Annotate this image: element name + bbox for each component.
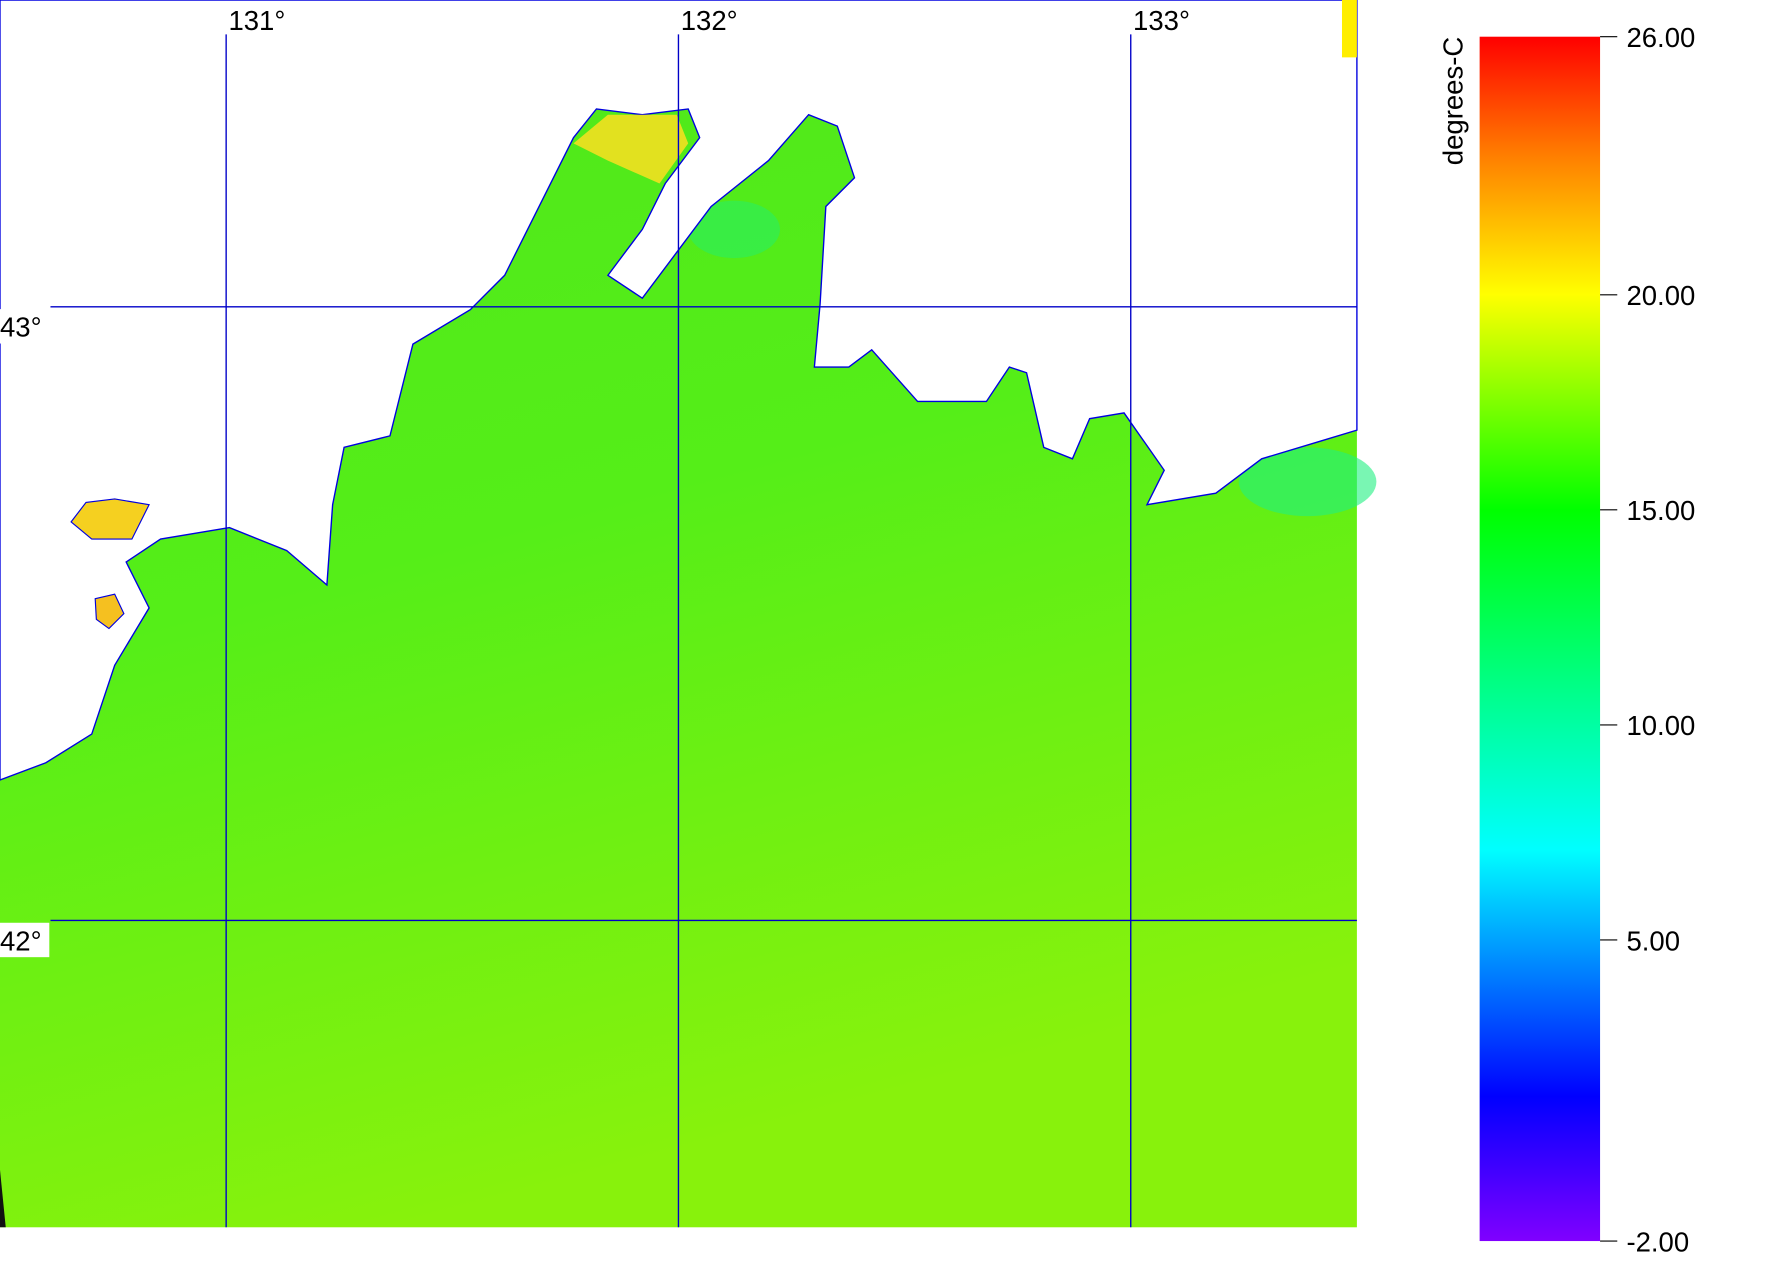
latitude-label-bg (0, 309, 50, 344)
colorbar-tick-label: 26.00 (1626, 22, 1695, 53)
colorbar-tick-label: 20.00 (1626, 280, 1695, 311)
longitude-label: 133° (1133, 5, 1190, 36)
longitude-label: 131° (228, 5, 285, 36)
colorbar-tick-label: 10.00 (1626, 710, 1695, 741)
warm-lagoon (70, 498, 150, 540)
warm-bay (573, 114, 689, 184)
colorbar-tick-label: 5.00 (1626, 925, 1680, 956)
colorbar-tick-label: 15.00 (1626, 495, 1695, 526)
warm-lagoon (94, 593, 125, 630)
longitude-label: 132° (681, 5, 738, 36)
map: 131° 132° 133° 43° 42° (0, 0, 1377, 1228)
edge-strip (1341, 0, 1357, 58)
latitude-label: 42° (0, 925, 42, 956)
latitude-label: 43° (0, 312, 42, 343)
colorbar-tick-label: -2.00 (1626, 1226, 1689, 1257)
no-data (0, 1169, 6, 1228)
cool-patch (1238, 447, 1377, 517)
colorbar-title: degrees-C (1437, 37, 1468, 165)
figure: 131° 132° 133° 43° 42° degrees-C 26.00 20.00 1… (0, 0, 1695, 1257)
cool-patch (688, 200, 780, 259)
latitude-label-bg (0, 922, 50, 958)
colorbar-gradient (1479, 36, 1601, 1242)
colorbar: degrees-C 26.00 20.00 15.00 10.00 5.00 -2.00 (1437, 22, 1695, 1257)
